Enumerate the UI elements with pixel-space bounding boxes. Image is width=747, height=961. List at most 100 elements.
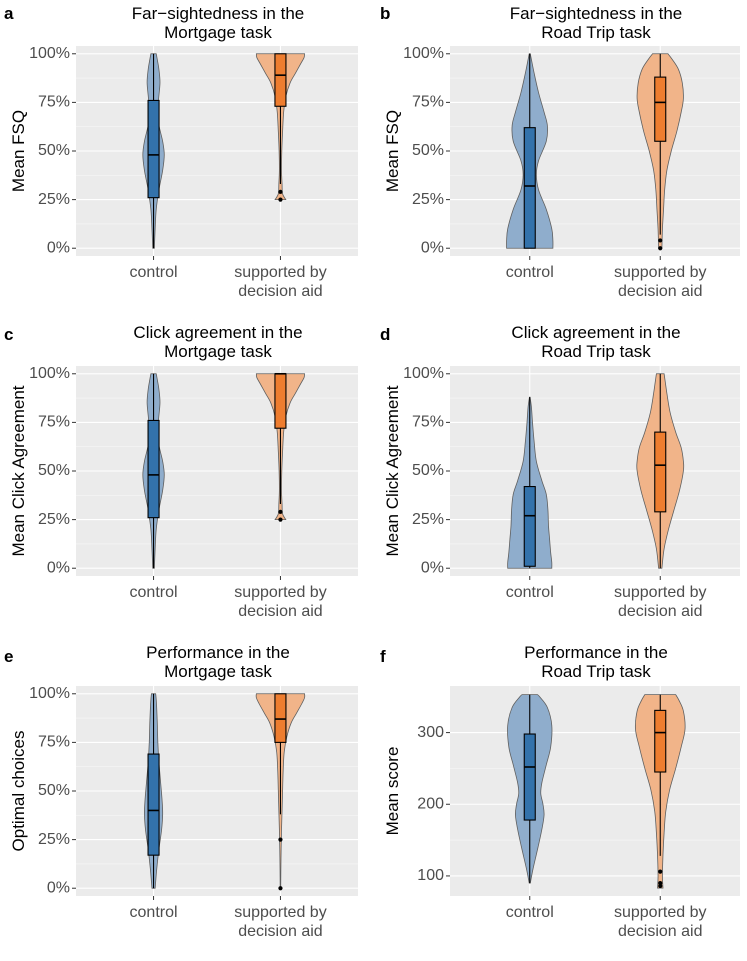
x-tick-label: decision aid [618, 923, 703, 940]
y-axis-label: Mean FSQ [383, 110, 402, 192]
x-tick-label: control [130, 584, 178, 601]
outlier-point [658, 246, 663, 251]
y-tick-label: 25% [38, 831, 70, 848]
y-axis-label: Mean FSQ [9, 110, 28, 192]
y-tick-label: 0% [421, 559, 444, 576]
panel-letter: c [4, 325, 13, 344]
y-tick-label: 75% [38, 414, 70, 431]
x-tick-label: decision aid [238, 283, 323, 300]
box-iqr [523, 127, 536, 249]
box-iqr [654, 76, 667, 142]
outlier-point [658, 869, 663, 874]
x-tick-label: control [130, 904, 178, 921]
outlier-point [278, 517, 283, 522]
panel-title: Mortgage task [164, 23, 272, 42]
x-tick-label: control [506, 584, 554, 601]
y-tick-label: 100 [417, 867, 444, 884]
y-tick-label: 50% [412, 142, 444, 159]
y-tick-label: 50% [38, 782, 70, 799]
y-tick-label: 300 [417, 724, 444, 741]
y-tick-label: 0% [47, 559, 70, 576]
box-iqr [147, 753, 160, 856]
y-tick-label: 100% [29, 45, 70, 62]
y-tick-label: 50% [38, 462, 70, 479]
x-tick-label: supported by [614, 584, 707, 601]
panel-title: Road Trip task [541, 23, 651, 42]
outlier-point [278, 886, 283, 891]
y-tick-label: 75% [412, 414, 444, 431]
y-tick-label: 200 [417, 795, 444, 812]
outlier-point [278, 837, 283, 842]
x-tick-label: decision aid [618, 603, 703, 620]
panel-title: Road Trip task [541, 342, 651, 361]
x-tick-label: control [506, 904, 554, 921]
plot-background [450, 686, 740, 896]
panel-title: Performance in the [524, 643, 668, 662]
x-tick-label: supported by [234, 904, 327, 921]
y-tick-label: 0% [47, 879, 70, 896]
y-tick-label: 25% [38, 511, 70, 528]
y-tick-label: 50% [412, 462, 444, 479]
x-tick-label: control [506, 264, 554, 281]
y-tick-label: 75% [38, 734, 70, 751]
y-tick-label: 0% [421, 239, 444, 256]
panel-letter: b [380, 4, 390, 23]
panel-title: Far−sightedness in the [510, 4, 682, 23]
panel-title: Mortgage task [164, 662, 272, 681]
x-tick-label: decision aid [238, 923, 323, 940]
y-tick-label: 100% [29, 365, 70, 382]
y-axis-label: Mean Click Agreement [9, 385, 28, 556]
panel-letter: a [4, 4, 14, 23]
box-iqr [274, 693, 287, 743]
y-tick-label: 100% [403, 45, 444, 62]
box-iqr [523, 486, 536, 567]
panel-letter: e [4, 647, 13, 666]
y-tick-label: 100% [403, 365, 444, 382]
panel-letter: f [380, 647, 386, 666]
box-iqr [654, 431, 667, 513]
y-tick-label: 25% [38, 191, 70, 208]
outlier-point [278, 189, 283, 194]
y-axis-label: Optimal choices [9, 731, 28, 852]
panel-title: Mortgage task [164, 342, 272, 361]
y-tick-label: 100% [29, 685, 70, 702]
y-tick-label: 75% [412, 94, 444, 111]
y-tick-label: 75% [38, 94, 70, 111]
panel-title: Far−sightedness in the [132, 4, 304, 23]
y-tick-label: 50% [38, 142, 70, 159]
y-tick-label: 25% [412, 511, 444, 528]
box-iqr [523, 733, 536, 821]
y-tick-label: 0% [47, 239, 70, 256]
panel-title: Click agreement in the [133, 323, 302, 342]
outlier-point [658, 238, 663, 243]
box-iqr [147, 99, 160, 199]
box-iqr [274, 53, 287, 107]
y-axis-label: Mean Click Agreement [383, 385, 402, 556]
x-tick-label: supported by [234, 264, 327, 281]
panel-title: Road Trip task [541, 662, 651, 681]
y-tick-label: 25% [412, 191, 444, 208]
panel-title: Performance in the [146, 643, 290, 662]
panel-letter: d [380, 325, 390, 344]
x-tick-label: supported by [614, 904, 707, 921]
outlier-point [278, 197, 283, 202]
x-tick-label: decision aid [618, 283, 703, 300]
x-tick-label: supported by [234, 584, 327, 601]
outlier-point [658, 883, 663, 889]
panel-title: Click agreement in the [511, 323, 680, 342]
x-tick-label: supported by [614, 264, 707, 281]
outlier-point [278, 509, 283, 514]
x-tick-label: decision aid [238, 603, 323, 620]
x-tick-label: control [130, 264, 178, 281]
box-iqr [147, 419, 160, 519]
y-axis-label: Mean score [383, 747, 402, 836]
box-iqr [274, 373, 287, 429]
box-iqr [654, 709, 667, 773]
